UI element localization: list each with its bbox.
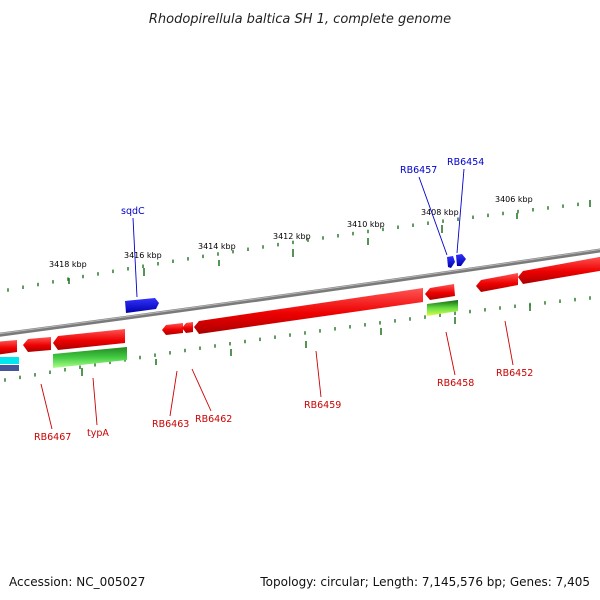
leader-RB6452 xyxy=(504,320,514,366)
feature-RB6454 xyxy=(456,254,466,266)
leader-RB6458 xyxy=(445,331,456,376)
leader-RB6459 xyxy=(315,350,322,398)
tick-label: 3412 kbp xyxy=(273,232,311,241)
gene-RB6467 xyxy=(23,337,51,352)
gene-label-sqdC: sqdC xyxy=(121,206,145,217)
genome-backbone xyxy=(0,248,600,337)
feature-sqdC xyxy=(125,298,159,313)
gene-RB6463 xyxy=(162,323,183,335)
gene-label-RB6463: RB6463 xyxy=(152,419,189,430)
leader-typA xyxy=(92,377,98,426)
leader-RB6454 xyxy=(456,168,465,254)
gene-RB6458-top xyxy=(425,284,455,300)
map-title: Rhodopirellula baltica SH 1, complete ge… xyxy=(149,12,451,27)
tick-label: 3406 kbp xyxy=(495,195,533,204)
gene-label-RB6462: RB6462 xyxy=(195,414,232,425)
gene-RB6462 xyxy=(182,322,193,333)
forward-genes xyxy=(0,256,600,355)
gene-right-edge xyxy=(518,256,600,284)
tick-labels: 3418 kbp 3416 kbp 3414 kbp 3412 kbp 3410… xyxy=(49,195,533,269)
gene-RB6459 xyxy=(194,288,423,334)
leader-sqdC xyxy=(132,217,138,298)
leader-RB6463 xyxy=(169,370,178,417)
tick-label: 3418 kbp xyxy=(49,260,87,269)
gene-RB6458 xyxy=(427,300,458,316)
feature-navy xyxy=(0,365,19,371)
tick-label: 3408 kbp xyxy=(421,208,459,217)
leader-lines xyxy=(40,168,514,430)
tick-label: 3416 kbp xyxy=(124,251,162,260)
gene-label-RB6459: RB6459 xyxy=(304,400,341,411)
outer-major-ticks xyxy=(68,200,591,284)
genome-backbone-highlight xyxy=(0,248,600,335)
leader-RB6462 xyxy=(191,368,212,412)
gene-label-RB6457: RB6457 xyxy=(400,165,437,176)
leader-RB6457 xyxy=(418,176,448,256)
gene-label-RB6454: RB6454 xyxy=(447,157,484,168)
reverse-genes xyxy=(53,300,458,368)
gene-typA-reverse xyxy=(53,347,127,368)
tick-label: 3410 kbp xyxy=(347,220,385,229)
gene-typA xyxy=(53,329,125,350)
feature-RB6457 xyxy=(447,256,455,268)
leader-RB6467 xyxy=(40,383,53,430)
gene-label-RB6458: RB6458 xyxy=(437,378,474,389)
feature-cyan xyxy=(0,357,19,364)
edge-features xyxy=(0,357,19,371)
blue-features xyxy=(125,254,466,313)
inner-major-ticks xyxy=(81,304,531,376)
tick-label: 3414 kbp xyxy=(198,242,236,251)
accession-text: Accession: NC_005027 xyxy=(9,575,145,589)
gene-RB6452 xyxy=(476,273,518,292)
gene-labels: sqdC RB6457 RB6454 RB6467 typA RB6463 RB… xyxy=(34,157,533,443)
gene-label-typA: typA xyxy=(87,428,109,439)
gene-label-RB6452: RB6452 xyxy=(496,368,533,379)
gene-label-RB6467: RB6467 xyxy=(34,432,71,443)
outer-tick-ring xyxy=(7,202,579,292)
genome-summary-text: Topology: circular; Length: 7,145,576 bp… xyxy=(259,575,590,589)
gene-left-edge xyxy=(0,340,17,355)
inner-tick-ring xyxy=(4,296,591,382)
